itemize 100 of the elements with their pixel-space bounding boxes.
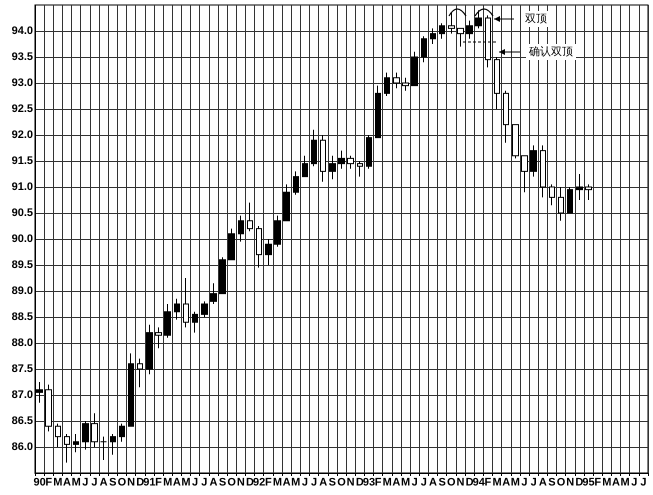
x-tick-label: F	[45, 476, 52, 488]
x-tick-label: M	[291, 476, 300, 488]
x-tick-label: M	[181, 476, 191, 488]
candlestick	[402, 77, 409, 92]
x-tick-label: J	[192, 476, 198, 488]
x-tick-label: J	[631, 476, 638, 488]
candlestick	[366, 134, 372, 170]
x-tick-label: J	[310, 476, 318, 488]
x-tick-label: F	[155, 476, 162, 488]
x-tick-label: M	[382, 476, 392, 488]
x-tick-label: M	[163, 476, 172, 488]
x-tick-label: M	[400, 476, 410, 488]
x-tick-label: O	[227, 476, 236, 488]
x-tick-label: A	[63, 476, 72, 488]
candlestick	[549, 184, 555, 206]
x-tick-label: M	[53, 476, 62, 488]
y-tick-label: 94.0	[12, 25, 33, 37]
candlestick	[55, 423, 61, 448]
candlestick	[91, 412, 98, 448]
y-tick-label: 91.0	[12, 181, 33, 193]
x-tick-label: J	[82, 476, 88, 488]
y-tick-label: 90.5	[12, 207, 33, 219]
x-tick-label: S	[218, 476, 226, 488]
x-tick-label: F	[374, 476, 382, 488]
x-tick-label: A	[209, 476, 218, 488]
x-tick-label: M	[272, 476, 282, 488]
x-tick-label: 95	[582, 476, 595, 488]
x-tick-label: J	[640, 476, 646, 488]
y-tick-label: 88.5	[12, 311, 33, 323]
candlestick	[155, 326, 162, 349]
x-tick-label: A	[429, 476, 438, 488]
x-tick-label: M	[620, 476, 630, 488]
x-tick-label: D	[466, 476, 474, 488]
candlestick	[119, 423, 125, 442]
candlestick	[540, 144, 546, 198]
candlestick	[210, 282, 217, 304]
x-tick-label: A	[612, 476, 620, 488]
y-tick-label: 86.0	[12, 441, 33, 453]
x-tick-label: M	[602, 476, 612, 488]
candlestick	[485, 14, 491, 68]
x-tick-label: O	[118, 476, 127, 488]
candlestick	[219, 256, 226, 294]
candlestick	[576, 174, 583, 200]
candlestick	[567, 186, 573, 214]
y-tick-label: 87.5	[12, 363, 33, 375]
x-tick-label: 94	[472, 476, 486, 488]
candlestick	[274, 215, 281, 248]
candlestick	[302, 155, 308, 178]
candlestick	[228, 228, 235, 260]
x-tick-label: A	[282, 476, 291, 488]
candlestick	[100, 436, 107, 460]
y-tick-label: 91.5	[12, 155, 33, 167]
x-tick-label: N	[456, 476, 464, 488]
candlestick	[82, 420, 89, 450]
x-tick-label: A	[502, 476, 510, 488]
candlestick	[585, 184, 592, 200]
x-tick-label: J	[530, 476, 537, 488]
y-tick-label: 93.5	[12, 51, 33, 63]
candlestick	[311, 129, 317, 167]
candlestick	[439, 22, 445, 40]
x-tick-label: S	[109, 476, 116, 488]
candlestick	[558, 186, 564, 222]
y-tick-label: 89.5	[12, 259, 33, 271]
candlestick	[494, 56, 500, 110]
annotation: 双顶	[522, 11, 550, 27]
candlestick	[73, 434, 79, 453]
x-tick-label: J	[521, 476, 528, 488]
x-tick-label: N	[566, 476, 574, 488]
candlestick	[411, 51, 418, 86]
x-tick-label: N	[236, 476, 245, 488]
candlestick	[503, 90, 509, 144]
candlestick	[146, 324, 153, 375]
y-tick-label: 87.0	[12, 389, 33, 401]
candlestick	[375, 85, 381, 138]
x-tick-label: F	[264, 476, 272, 488]
x-tick-label: J	[201, 476, 208, 488]
x-tick-label: O	[447, 476, 456, 488]
candlestick	[137, 358, 143, 388]
candlestick	[512, 124, 519, 159]
candlestick	[475, 10, 482, 29]
x-tick-label: J	[420, 476, 427, 488]
candlestick	[238, 215, 244, 242]
x-tick-label: 90	[33, 476, 46, 488]
candlestick	[110, 434, 116, 456]
candlestick	[320, 134, 326, 182]
x-tick-label: M	[72, 476, 81, 488]
y-tick-label: 92.5	[12, 103, 33, 115]
x-tick-label: J	[302, 476, 308, 488]
x-tick-label: O	[556, 476, 566, 488]
candlestick	[247, 202, 253, 232]
x-tick-label: F	[484, 476, 492, 488]
x-tick-label: A	[392, 476, 400, 488]
candlestick	[521, 155, 528, 193]
x-tick-label: J	[412, 476, 418, 488]
x-tick-label: A	[538, 476, 547, 488]
x-tick-label: O	[337, 476, 346, 488]
candlestick	[329, 155, 336, 180]
x-tick-label: A	[172, 476, 181, 488]
x-tick-label: 92	[253, 476, 266, 488]
x-tick-label: D	[575, 476, 584, 488]
